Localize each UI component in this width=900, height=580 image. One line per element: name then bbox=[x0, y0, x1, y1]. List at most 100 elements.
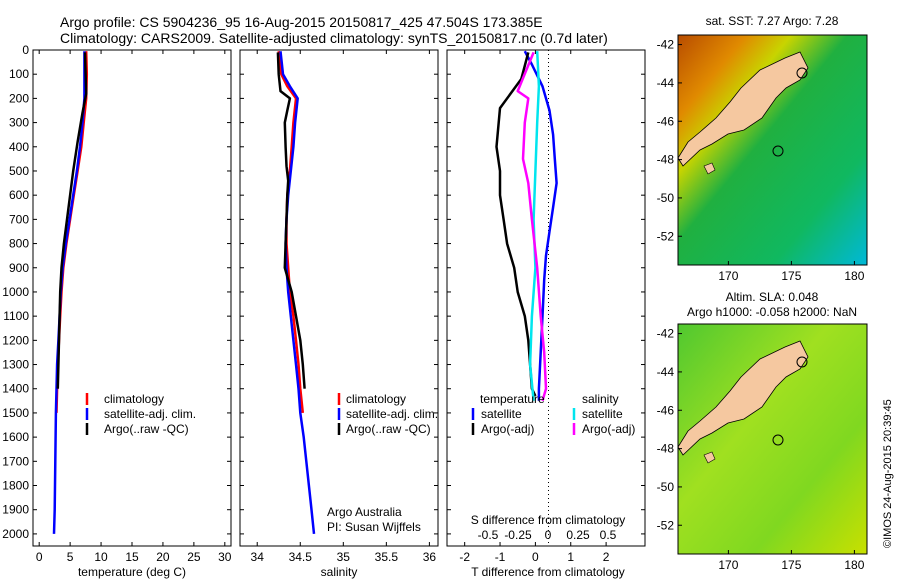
difference-legend: temperature satellite Argo(-adj) salinit… bbox=[471, 392, 635, 436]
sla-map-title-2: Argo h1000: -0.058 h2000: NaN bbox=[687, 305, 857, 319]
legend-label-argo: Argo(..raw -QC) bbox=[346, 422, 431, 436]
x-tick-label: 5 bbox=[67, 550, 74, 564]
x-tick-label: 0 bbox=[36, 550, 43, 564]
difference-plot-frame bbox=[446, 49, 646, 547]
y-tick-label: 1100 bbox=[3, 309, 29, 323]
legend-label-satellite: satellite-adj. clim. bbox=[346, 407, 438, 421]
y-tick-label: 1300 bbox=[2, 358, 29, 372]
legend-label-temp-satellite: satellite bbox=[481, 407, 522, 421]
legend-label-sal-satellite: satellite bbox=[582, 407, 623, 421]
series-line bbox=[516, 51, 548, 402]
header-line-1: Argo profile: CS 5904236_95 16-Aug-2015 … bbox=[60, 14, 543, 30]
map-y-tick-label: -42 bbox=[657, 327, 675, 341]
map-y-tick-label: -48 bbox=[657, 442, 675, 456]
map-y-tick-label: -48 bbox=[657, 153, 675, 167]
temperature-panel: 0100200300400500600700800900100011001200… bbox=[2, 43, 232, 579]
y-tick-label: 1000 bbox=[2, 285, 29, 299]
s-diff-tick-label: 0 bbox=[545, 528, 552, 542]
difference-xlabel: T difference from climatology bbox=[471, 565, 625, 579]
y-tick-label: 600 bbox=[9, 188, 29, 202]
legend-label-climatology: climatology bbox=[104, 392, 164, 406]
y-tick-label: 1400 bbox=[2, 382, 29, 396]
argo-australia-label: Argo Australia bbox=[327, 505, 402, 519]
map-y-tick-label: -50 bbox=[657, 480, 675, 494]
y-tick-label: 200 bbox=[9, 91, 29, 105]
sst-eddy-marker bbox=[796, 67, 808, 79]
map-x-tick-label: 170 bbox=[718, 269, 738, 283]
map-y-tick-label: -52 bbox=[657, 229, 675, 243]
legend-label-climatology: climatology bbox=[346, 392, 406, 406]
header-line-2: Climatology: CARS2009. Satellite-adjuste… bbox=[60, 30, 608, 46]
stewart-island-land bbox=[703, 451, 716, 464]
map-x-tick-label: 180 bbox=[844, 558, 864, 572]
salinity-legend: climatology satellite-adj. clim. Argo(..… bbox=[337, 392, 438, 436]
map-y-tick-label: -52 bbox=[657, 518, 675, 532]
x-tick-label: 30 bbox=[218, 550, 232, 564]
x-tick-label: 1 bbox=[567, 550, 574, 564]
sla-map-title-1: Altim. SLA: 0.048 bbox=[726, 290, 819, 304]
x-tick-label: 2 bbox=[603, 550, 610, 564]
difference-panel: -2 -1 0 1 2 T difference from climatology S … bbox=[446, 49, 646, 579]
series-line bbox=[523, 50, 558, 401]
x-tick-label: 35.5 bbox=[375, 550, 399, 564]
y-tick-label: 1500 bbox=[2, 406, 29, 420]
salinity-plot-frame bbox=[239, 49, 439, 547]
x-tick-label: 34 bbox=[251, 550, 265, 564]
legend-label-satellite: satellite-adj. clim. bbox=[104, 407, 196, 421]
pi-label: PI: Susan Wijffels bbox=[327, 520, 421, 534]
s-difference-label: S difference from climatology bbox=[471, 513, 626, 527]
series-line bbox=[56, 52, 88, 389]
imos-credit: ©IMOS 24-Aug-2015 20:39:45 bbox=[882, 399, 894, 548]
y-tick-label: 2000 bbox=[2, 527, 29, 541]
x-tick-label: 20 bbox=[156, 550, 170, 564]
s-diff-tick-label: -0.5 bbox=[478, 528, 499, 542]
y-tick-label: 500 bbox=[9, 164, 29, 178]
x-tick-label: 36 bbox=[423, 550, 437, 564]
map-x-tick-label: 175 bbox=[781, 269, 801, 283]
x-tick-label: -1 bbox=[495, 550, 506, 564]
s-diff-tick-label: 0.5 bbox=[600, 528, 617, 542]
sst-map-title: sat. SST: 7.27 Argo: 7.28 bbox=[706, 14, 839, 28]
map-x-tick-label: 180 bbox=[844, 269, 864, 283]
temperature-legend: climatology satellite-adj. clim. Argo(..… bbox=[85, 392, 196, 436]
temperature-xlabel: temperature (deg C) bbox=[78, 565, 186, 579]
x-tick-label: 10 bbox=[94, 550, 108, 564]
legend-label-sal-argo: Argo(-adj) bbox=[582, 422, 635, 436]
s-diff-tick-label: -0.25 bbox=[504, 528, 532, 542]
y-tick-label: 1600 bbox=[2, 430, 29, 444]
salinity-panel: 34 34.5 35 35.5 36 salinity climatology sate… bbox=[239, 49, 439, 579]
y-tick-label: 0 bbox=[22, 43, 29, 57]
south-island-land bbox=[677, 340, 809, 456]
x-tick-label: 25 bbox=[187, 550, 201, 564]
argo-position-marker bbox=[772, 434, 784, 446]
legend-label-temp-argo: Argo(-adj) bbox=[481, 422, 534, 436]
south-island-land bbox=[677, 51, 809, 167]
y-tick-label: 400 bbox=[9, 140, 29, 154]
y-tick-label: 300 bbox=[9, 116, 29, 130]
temperature-plot-frame bbox=[32, 49, 232, 547]
map-y-tick-label: -46 bbox=[657, 403, 675, 417]
series-line bbox=[276, 52, 306, 389]
x-tick-label: 34.5 bbox=[289, 550, 313, 564]
y-tick-label: 1900 bbox=[2, 503, 29, 517]
sla-map: Altim. SLA: 0.048 Argo h1000: -0.058 h20… bbox=[657, 290, 868, 572]
sla-eddy-marker bbox=[796, 356, 808, 368]
sst-map: sat. SST: 7.27 Argo: 7.28 170 175 180 -42 -4… bbox=[657, 14, 868, 283]
map-y-tick-label: -44 bbox=[657, 76, 675, 90]
map-x-tick-label: 175 bbox=[781, 558, 801, 572]
y-tick-label: 900 bbox=[9, 261, 29, 275]
legend-label-argo: Argo(..raw -QC) bbox=[104, 422, 189, 436]
x-tick-label: 0 bbox=[532, 550, 539, 564]
map-y-tick-label: -42 bbox=[657, 38, 675, 52]
legend-title-salinity: salinity bbox=[582, 392, 619, 406]
salinity-xlabel: salinity bbox=[321, 565, 358, 579]
y-tick-label: 700 bbox=[9, 212, 29, 226]
x-tick-label: 15 bbox=[125, 550, 139, 564]
s-diff-tick-label: 0.25 bbox=[566, 528, 590, 542]
stewart-island-land bbox=[703, 162, 716, 175]
x-tick-label: -2 bbox=[459, 550, 470, 564]
map-y-tick-label: -50 bbox=[657, 191, 675, 205]
y-tick-label: 800 bbox=[9, 237, 29, 251]
series-line bbox=[528, 51, 541, 401]
